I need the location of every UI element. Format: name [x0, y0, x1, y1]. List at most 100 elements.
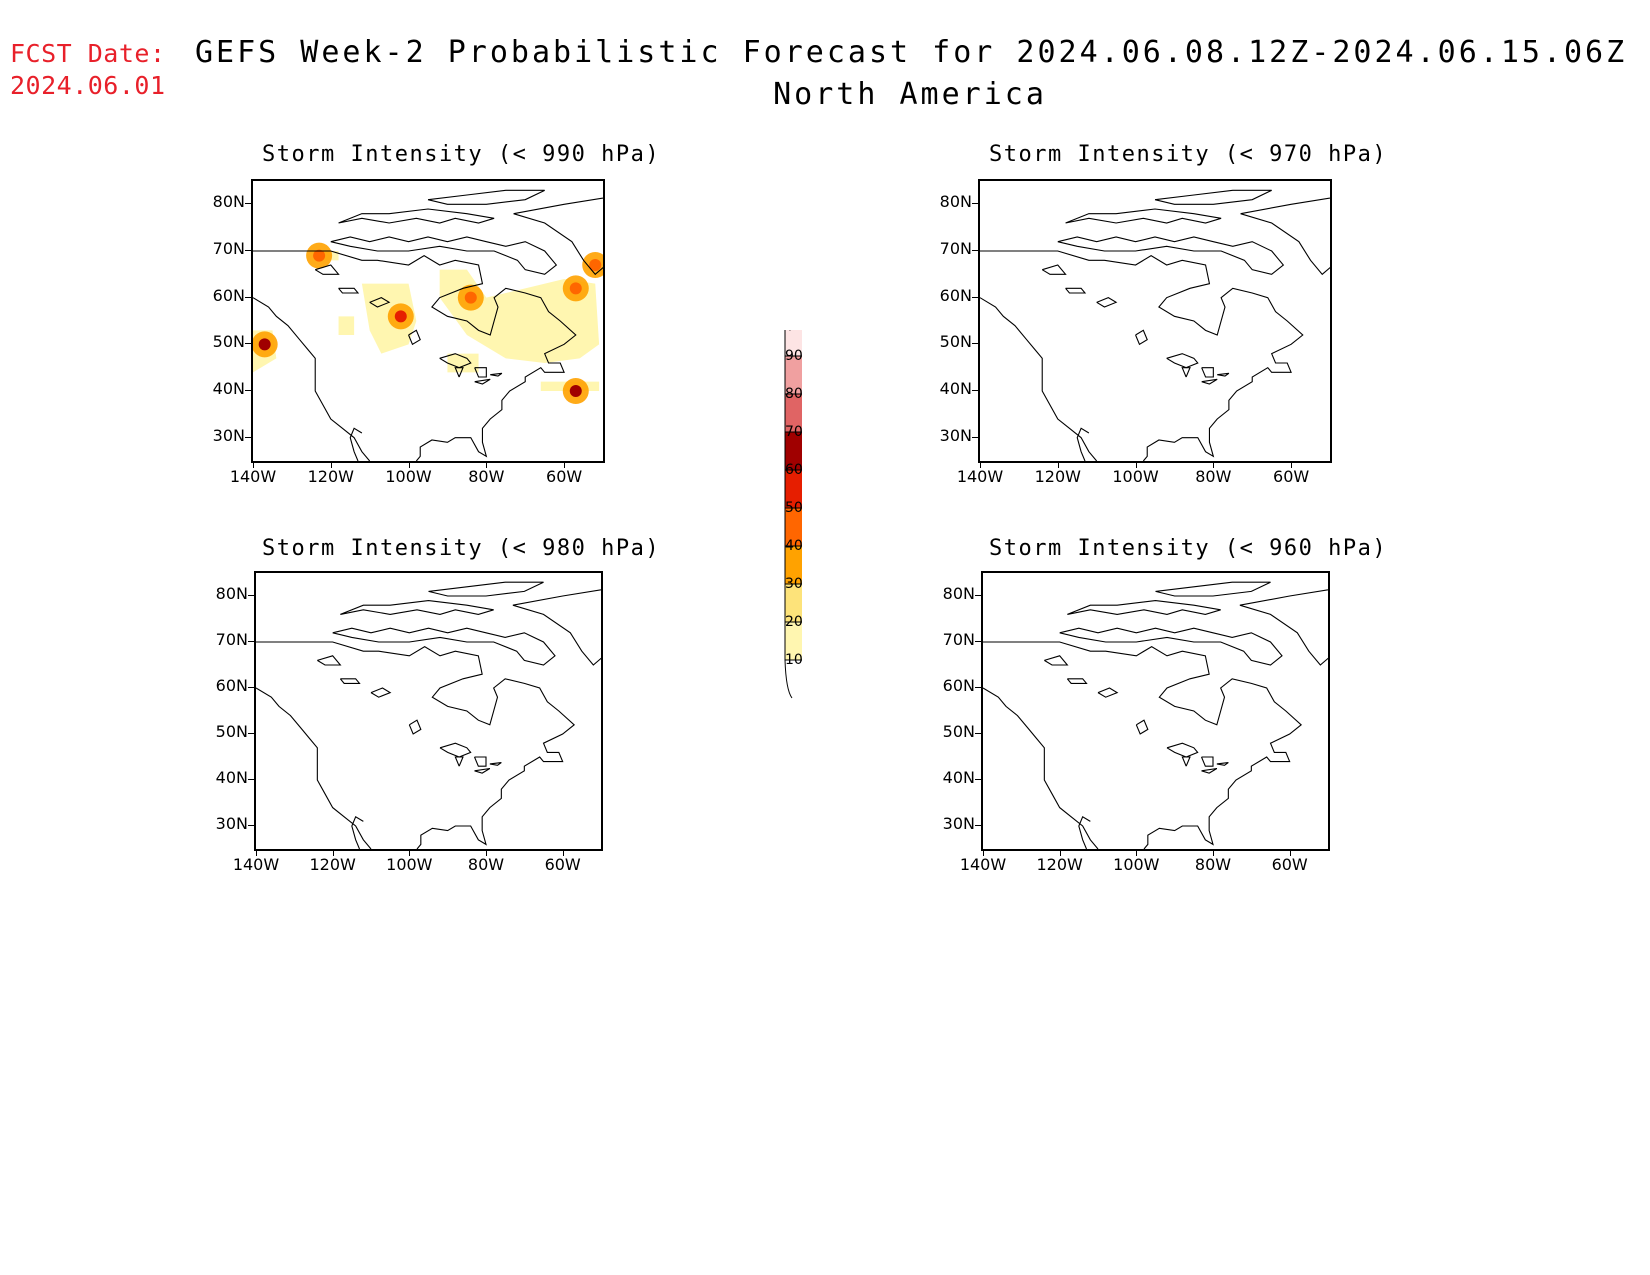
- coastline: [980, 297, 1098, 461]
- lat-label: 60N: [215, 676, 248, 695]
- coastline: [1065, 208, 1222, 224]
- lat-tick: [245, 250, 251, 251]
- lat-tick: [975, 779, 981, 780]
- prob-cell-peak: [313, 249, 326, 262]
- lon-label: 140W: [229, 467, 277, 486]
- colorbar-label: 30: [785, 576, 803, 592]
- main-title-line1: GEFS Week-2 Probabilistic Forecast for 2…: [195, 35, 1628, 70]
- lon-label: 140W: [959, 855, 1007, 874]
- lon-label: 120W: [1036, 855, 1083, 874]
- coastline: [408, 329, 421, 346]
- coastline: [339, 678, 361, 684]
- coastline: [439, 353, 472, 369]
- lat-label: 40N: [212, 379, 245, 398]
- lon-tick: [562, 850, 564, 856]
- lat-tick: [245, 203, 251, 205]
- lon-label: 60W: [1273, 467, 1310, 486]
- lat-tick: [245, 343, 251, 345]
- lon-label: 80W: [1194, 855, 1232, 874]
- lat-tick: [972, 296, 978, 298]
- coastline: [253, 250, 577, 461]
- lon-label: 60W: [546, 467, 583, 486]
- map-980-svg: [256, 581, 601, 849]
- coastline: [1240, 197, 1330, 276]
- prob-cell-peak: [569, 282, 582, 295]
- map-panel-980: [254, 571, 603, 851]
- panel-960-title: Storm Intensity (< 960 hPa): [989, 536, 1388, 561]
- lat-tick: [972, 250, 978, 251]
- prob-cell-peak: [464, 291, 477, 304]
- coastline: [454, 367, 464, 378]
- lat-tick: [245, 436, 251, 438]
- lon-label: 100W: [1113, 855, 1160, 874]
- colorbar-segment: [785, 394, 802, 432]
- colorbar-label: 20: [785, 614, 803, 630]
- lat-label: 50N: [215, 722, 248, 741]
- lon-tick: [408, 462, 410, 468]
- colorbar-segment: [785, 330, 802, 356]
- lat-label: 30N: [942, 814, 975, 833]
- coastline: [454, 756, 464, 767]
- lat-label: 40N: [939, 379, 972, 398]
- lat-tick: [248, 825, 254, 826]
- coastline: [253, 297, 371, 461]
- coastline: [439, 742, 472, 758]
- lat-label: 30N: [215, 814, 248, 833]
- lat-tick: [248, 595, 254, 596]
- lon-tick: [980, 462, 981, 468]
- coastline: [351, 816, 364, 849]
- map-960-svg: [983, 581, 1328, 849]
- lon-label: 100W: [386, 855, 433, 874]
- map-panel-970: [978, 179, 1332, 463]
- map-panel-990: [251, 179, 605, 463]
- colorbar-bottom-cap: [784, 659, 793, 699]
- lon-label: 60W: [544, 855, 581, 874]
- lat-label: 40N: [215, 768, 248, 787]
- lon-tick: [983, 850, 984, 856]
- lat-label: 50N: [212, 332, 245, 352]
- lat-tick: [975, 825, 981, 826]
- coastline: [349, 427, 363, 461]
- prob-cell-peak: [258, 338, 271, 351]
- colorbar: [784, 330, 802, 699]
- coastline: [369, 297, 391, 308]
- lat-tick: [248, 733, 254, 734]
- lon-label: 100W: [1112, 467, 1159, 486]
- colorbar-label: 50: [785, 500, 803, 516]
- coastline: [489, 761, 502, 766]
- panel-990-title: Storm Intensity (< 990 hPa): [262, 142, 661, 167]
- lat-tick: [972, 343, 978, 345]
- lat-label: 30N: [212, 425, 245, 445]
- coastline: [1166, 353, 1199, 369]
- lon-tick: [253, 462, 254, 468]
- lat-label: 70N: [215, 630, 248, 649]
- colorbar-label: 90: [785, 348, 803, 364]
- lon-label: 120W: [1034, 467, 1081, 486]
- prob-area-low: [338, 316, 355, 335]
- lon-tick: [330, 462, 332, 468]
- colorbar-segment: [785, 584, 802, 622]
- lat-tick: [975, 733, 981, 734]
- lat-tick: [972, 390, 978, 391]
- prob-cell-peak: [569, 385, 582, 397]
- lat-label: 50N: [942, 722, 975, 741]
- lat-tick: [972, 203, 978, 205]
- lat-label: 60N: [939, 285, 972, 305]
- coastline: [1057, 236, 1285, 275]
- lon-tick: [332, 850, 334, 856]
- coastline: [1166, 742, 1199, 758]
- colorbar-segment: [785, 622, 802, 660]
- colorbar-label: 70: [785, 424, 803, 440]
- coastline: [338, 287, 360, 294]
- coastline: [256, 641, 576, 849]
- lat-tick: [248, 687, 254, 688]
- coastline: [427, 189, 545, 205]
- coastline: [1041, 264, 1067, 275]
- coastline: [317, 655, 342, 666]
- lat-label: 70N: [212, 239, 245, 258]
- coastline: [370, 687, 392, 698]
- lat-tick: [245, 296, 251, 298]
- lon-label: 100W: [385, 467, 432, 486]
- lat-label: 80N: [215, 584, 248, 603]
- prob-cell-peak: [394, 310, 407, 323]
